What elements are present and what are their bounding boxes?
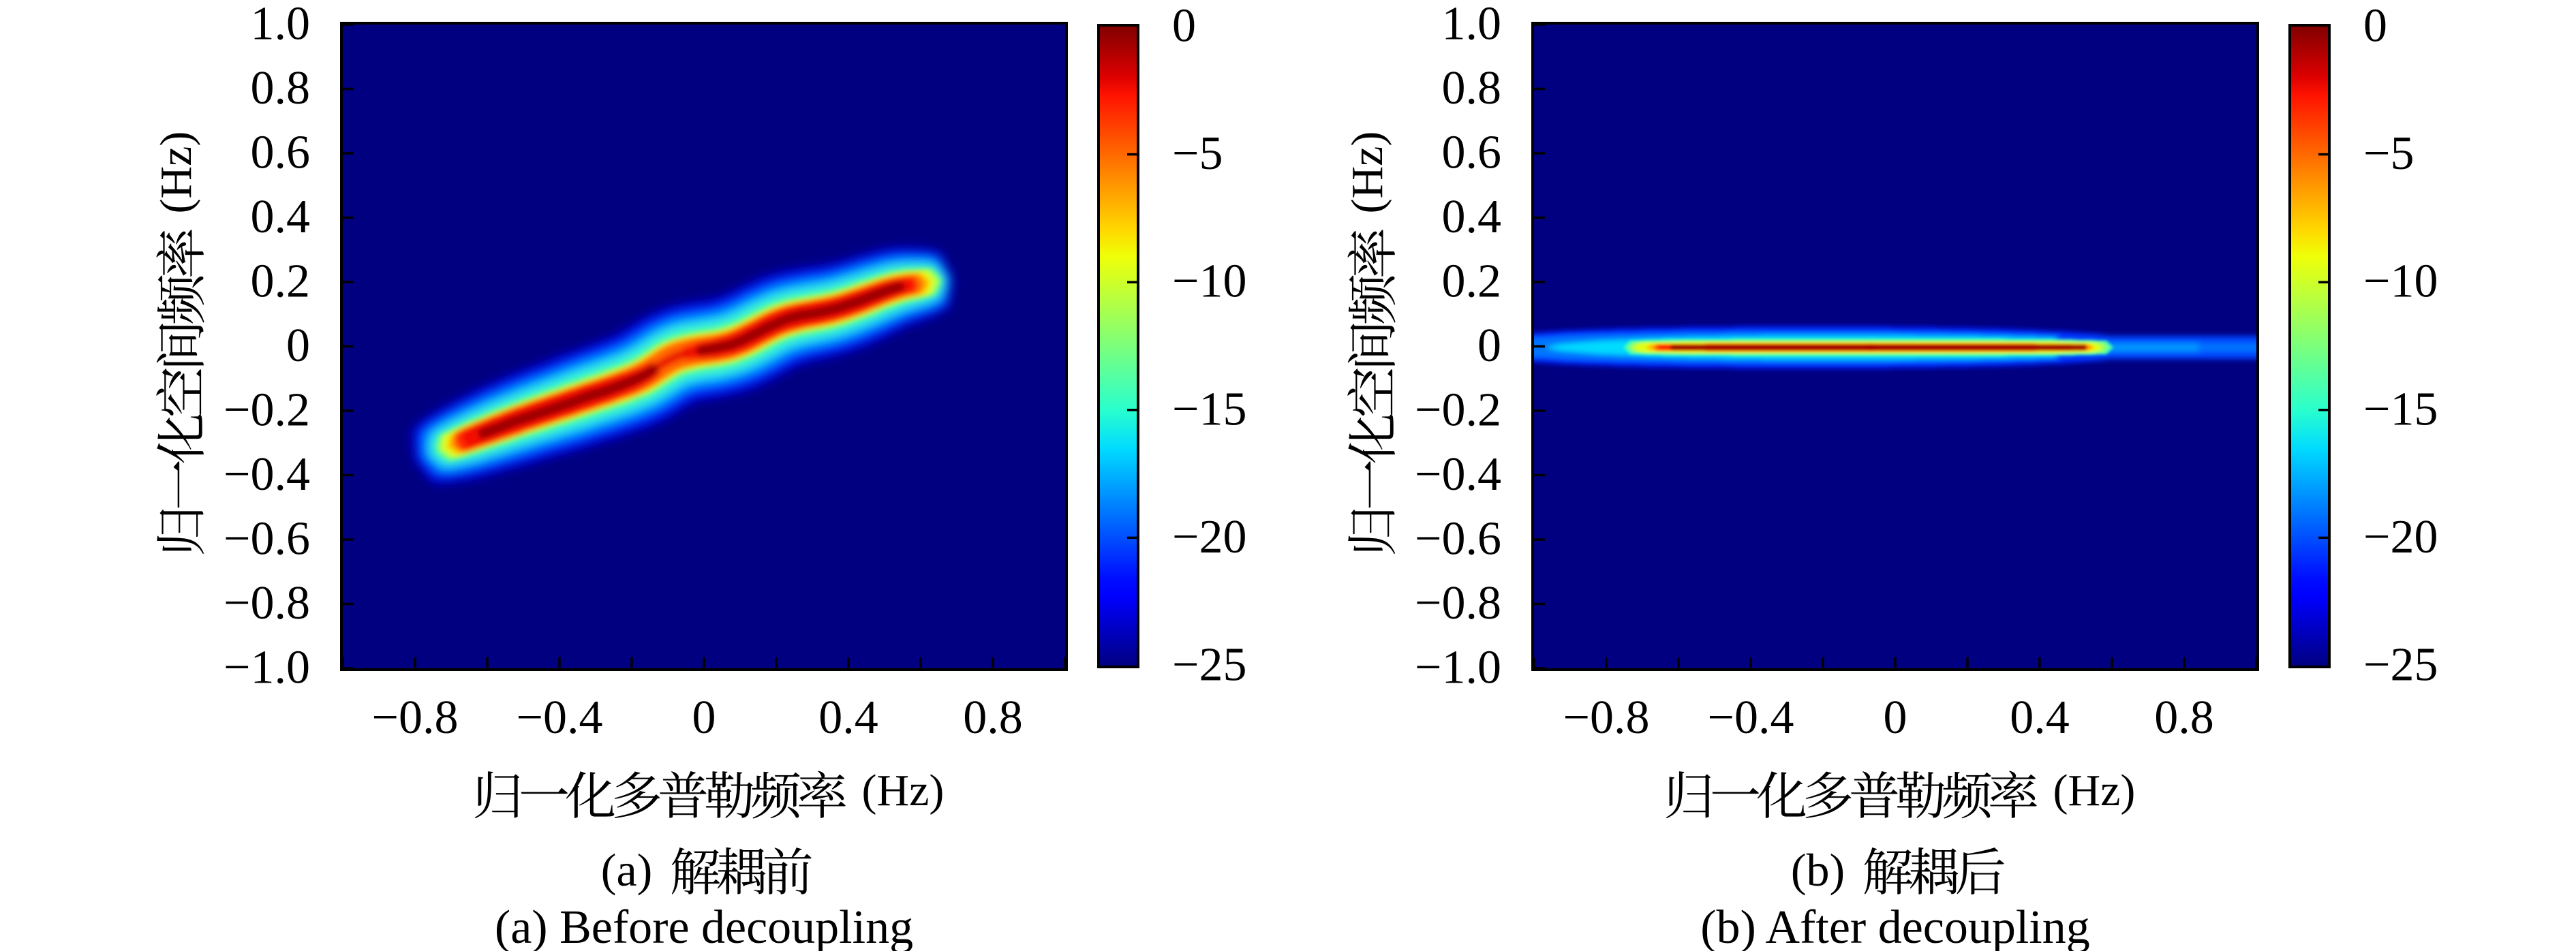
svg-text:(Hz): (Hz) xyxy=(862,766,945,815)
svg-text:(b) After decoupling: (b) After decoupling xyxy=(1700,901,2089,951)
svg-text:0.2: 0.2 xyxy=(1442,255,1502,308)
svg-text:0.6: 0.6 xyxy=(251,127,311,179)
svg-text:−10: −10 xyxy=(1172,255,1246,308)
svg-text:−0.8: −0.8 xyxy=(1415,577,1501,629)
svg-text:0.4: 0.4 xyxy=(251,191,311,243)
svg-text:0.8: 0.8 xyxy=(963,691,1023,744)
svg-text:−0.8: −0.8 xyxy=(372,691,459,744)
svg-text:(Hz): (Hz) xyxy=(2053,766,2136,815)
svg-text:−20: −20 xyxy=(1172,511,1246,563)
svg-text:0.4: 0.4 xyxy=(818,691,878,744)
svg-text:(Hz): (Hz) xyxy=(151,131,201,214)
svg-text:−0.4: −0.4 xyxy=(1415,448,1501,501)
svg-text:1.0: 1.0 xyxy=(251,0,311,50)
svg-text:0: 0 xyxy=(2363,0,2387,52)
svg-text:0.6: 0.6 xyxy=(1442,127,1502,179)
svg-text:−1.0: −1.0 xyxy=(1415,642,1501,694)
svg-text:0: 0 xyxy=(1477,319,1501,372)
svg-text:0.8: 0.8 xyxy=(2154,691,2214,744)
svg-text:(a) Before decoupling: (a) Before decoupling xyxy=(495,901,913,951)
svg-text:−20: −20 xyxy=(2363,511,2438,563)
svg-text:−0.4: −0.4 xyxy=(517,691,603,744)
svg-text:−0.2: −0.2 xyxy=(1415,384,1501,437)
svg-text:−5: −5 xyxy=(2363,127,2414,180)
svg-text:0.4: 0.4 xyxy=(2010,691,2070,744)
svg-text:−0.8: −0.8 xyxy=(1563,691,1650,744)
svg-text:0.8: 0.8 xyxy=(251,62,311,114)
svg-text:−0.4: −0.4 xyxy=(1708,691,1794,744)
svg-text:0.4: 0.4 xyxy=(1442,191,1502,243)
svg-text:−15: −15 xyxy=(2363,383,2438,435)
svg-text:(Hz): (Hz) xyxy=(1343,131,1392,214)
svg-text:−1.0: −1.0 xyxy=(224,642,310,694)
svg-text:0: 0 xyxy=(1884,691,1907,744)
svg-text:−0.4: −0.4 xyxy=(224,448,310,501)
svg-text:−25: −25 xyxy=(1172,639,1246,691)
svg-text:−25: −25 xyxy=(2363,639,2438,691)
svg-text:−0.2: −0.2 xyxy=(224,384,310,437)
svg-text:−10: −10 xyxy=(2363,255,2438,308)
svg-text:−0.6: −0.6 xyxy=(224,513,310,565)
svg-text:0: 0 xyxy=(692,691,716,744)
svg-text:0: 0 xyxy=(286,319,310,372)
svg-text:−0.6: −0.6 xyxy=(1415,513,1501,565)
svg-text:−5: −5 xyxy=(1172,127,1223,180)
svg-text:1.0: 1.0 xyxy=(1442,0,1502,50)
svg-text:0.2: 0.2 xyxy=(251,255,311,308)
svg-text:−15: −15 xyxy=(1172,383,1246,435)
svg-text:(a): (a) xyxy=(601,844,652,896)
svg-text:−0.8: −0.8 xyxy=(224,577,310,629)
svg-text:0.8: 0.8 xyxy=(1442,62,1502,114)
svg-text:(b): (b) xyxy=(1791,844,1845,896)
svg-text:0: 0 xyxy=(1172,0,1196,52)
